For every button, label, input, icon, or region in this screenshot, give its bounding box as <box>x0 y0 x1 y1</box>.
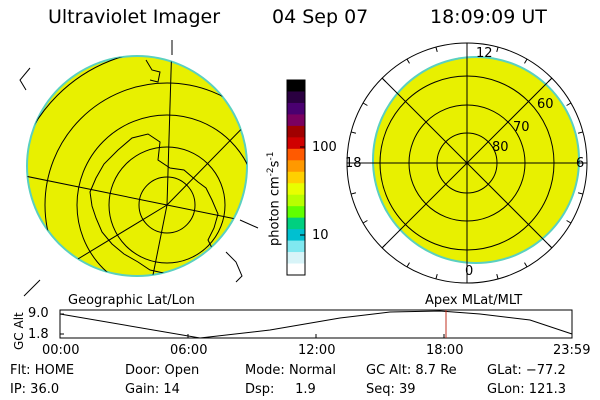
left-map-disk <box>28 57 246 275</box>
altitude-ytick-1.8: 1.8 <box>28 327 49 342</box>
altitude-curve <box>59 310 573 339</box>
meridian-ext <box>239 219 259 229</box>
mlat-60-label: 60 <box>537 97 554 112</box>
rim-tick <box>524 262 528 268</box>
colorbar-segment <box>287 137 305 150</box>
rim-tick <box>406 262 410 268</box>
instrument-title: Ultraviolet Imager <box>48 6 221 28</box>
colorbar-segment <box>287 263 305 276</box>
meridian <box>166 204 247 229</box>
colorbar-segment <box>287 125 305 138</box>
colorbar-label-10: 10 <box>312 228 329 243</box>
rim-tick <box>566 220 572 224</box>
colorbar-segment <box>287 102 305 115</box>
colorbar-segment <box>287 91 305 104</box>
colorbar-segment <box>287 206 305 219</box>
colorbar <box>287 80 305 276</box>
mlat-70-label: 70 <box>513 120 530 135</box>
geo-latitude: GLat: −77.2 <box>487 363 566 378</box>
time-label: 18:09:09 UT <box>430 6 547 28</box>
rim-tick <box>381 243 387 249</box>
colorbar-segment <box>287 229 305 242</box>
mlt-12-label: 12 <box>476 46 493 61</box>
sequence-value: Seq: 39 <box>366 382 416 397</box>
time-tick-0600: 06:00 <box>170 343 208 358</box>
colorbar-frame <box>286 79 306 276</box>
rim-tick <box>350 131 357 134</box>
lat-circle <box>108 146 226 264</box>
meridian <box>166 56 173 206</box>
altitude-frame <box>59 309 573 339</box>
meridian-ext <box>23 279 41 297</box>
mlt-6-label: 6 <box>576 156 585 171</box>
date-label: 04 Sep 07 <box>272 6 369 28</box>
ip-value: IP: 36.0 <box>10 382 60 397</box>
magnetic-map <box>346 42 588 284</box>
colorbar-segment <box>287 252 305 265</box>
rim-tick <box>435 46 438 53</box>
rim-tick <box>547 243 553 249</box>
colorbar-segment <box>287 240 305 253</box>
time-tick-2359: 23:59 <box>553 343 591 358</box>
lat-circle <box>76 114 247 276</box>
colorbar-units: photon cm-2s-1 <box>266 151 283 246</box>
coastline <box>145 59 161 83</box>
gain-value: Gain: 14 <box>125 382 180 397</box>
colorbar-segment <box>287 217 305 230</box>
mlt-0-label: 0 <box>465 264 474 279</box>
coastline-ext <box>225 251 243 283</box>
rim-tick <box>577 131 584 134</box>
meridian <box>27 174 168 206</box>
coastline-ext <box>19 67 31 91</box>
rim-tick <box>566 102 572 106</box>
rim-tick <box>496 46 499 53</box>
geo-longitude: GLon: 121.3 <box>487 382 567 397</box>
right-map-disk <box>374 58 578 262</box>
time-tick-1800: 18:00 <box>426 343 464 358</box>
rim-tick <box>435 273 438 280</box>
rim-tick <box>350 192 357 195</box>
rim-tick <box>577 192 584 195</box>
rim-tick <box>524 58 528 64</box>
rim-tick <box>362 102 368 106</box>
lat-circle <box>138 176 196 234</box>
colorbar-segment <box>287 183 305 196</box>
altitude-ylabel: GC Alt <box>12 312 26 350</box>
colorbar-label-100: 100 <box>312 140 337 155</box>
gc-altitude: GC Alt: 8.7 Re <box>366 363 457 378</box>
left-map-caption: Geographic Lat/Lon <box>68 293 195 308</box>
rim-tick <box>406 58 410 64</box>
mlt-18-label: 18 <box>345 156 362 171</box>
colorbar-segment <box>287 80 305 92</box>
diag-line <box>381 77 553 249</box>
rim-ticks <box>347 43 587 283</box>
mode-status: Mode: Normal <box>245 363 336 378</box>
time-tick-0000: 00:00 <box>42 343 80 358</box>
colorbar-segment <box>287 114 305 127</box>
flight-status: Flt: HOME <box>10 363 75 378</box>
right-map-caption: Apex MLat/MLT <box>425 293 523 308</box>
rim-tick <box>547 77 553 83</box>
rim-tick <box>362 220 368 224</box>
rim-tick <box>496 273 499 280</box>
altitude-plot <box>59 309 573 339</box>
mlat-80-label: 80 <box>492 140 509 155</box>
colorbar-segment <box>287 171 305 184</box>
altitude-ytick-9: 9.0 <box>28 306 49 321</box>
colorbar-segment <box>287 160 305 173</box>
time-tick-1200: 12:00 <box>298 343 336 358</box>
door-status: Door: Open <box>125 363 200 378</box>
colorbar-segment <box>287 148 305 161</box>
dsp-value: Dsp: 1.9 <box>245 382 316 397</box>
rim-tick <box>381 77 387 83</box>
colorbar-segment <box>287 194 305 207</box>
lat-circle <box>44 82 247 276</box>
geographic-map <box>19 40 259 297</box>
